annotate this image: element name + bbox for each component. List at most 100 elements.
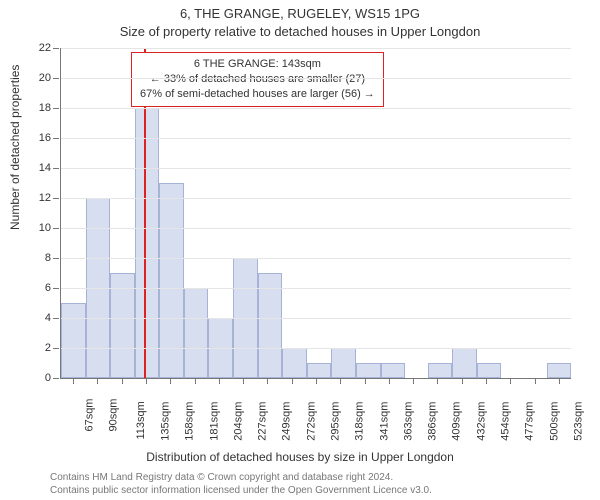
- y-tick: [53, 138, 59, 139]
- x-tick-label: 158sqm: [184, 402, 196, 441]
- y-gridline: [61, 198, 571, 199]
- callout-line-2: ← 33% of detached houses are smaller (27…: [140, 72, 375, 87]
- x-tick: [559, 378, 560, 384]
- footer-line-2: Contains public sector information licen…: [50, 485, 432, 496]
- histogram-bar: [184, 288, 209, 378]
- x-tick: [97, 378, 98, 384]
- y-tick: [53, 198, 59, 199]
- y-gridline: [61, 48, 571, 49]
- x-tick-label: 67sqm: [84, 399, 96, 432]
- x-tick-label: 249sqm: [281, 402, 293, 441]
- x-tick: [316, 378, 317, 384]
- y-tick-label: 8: [45, 252, 51, 264]
- y-tick-label: 14: [39, 162, 51, 174]
- footer-line-1: Contains HM Land Registry data © Crown c…: [50, 472, 393, 483]
- y-tick: [53, 288, 59, 289]
- x-tick: [365, 378, 366, 384]
- x-tick-label: 363sqm: [402, 402, 414, 441]
- y-tick: [53, 78, 59, 79]
- x-tick-label: 295sqm: [330, 402, 342, 441]
- x-tick: [462, 378, 463, 384]
- x-tick: [413, 378, 414, 384]
- histogram-bar: [356, 363, 381, 378]
- callout-line-3: 67% of semi-detached houses are larger (…: [140, 87, 375, 102]
- x-tick: [219, 378, 220, 384]
- histogram-bar: [331, 348, 356, 378]
- x-tick-label: 409sqm: [451, 402, 463, 441]
- x-tick-label: 227sqm: [257, 402, 269, 441]
- histogram-bar: [307, 363, 332, 378]
- x-tick: [437, 378, 438, 384]
- x-tick-label: 113sqm: [135, 401, 147, 439]
- x-tick-label: 386sqm: [427, 402, 439, 441]
- y-gridline: [61, 348, 571, 349]
- x-tick: [292, 378, 293, 384]
- y-tick-label: 20: [39, 72, 51, 84]
- x-tick-label: 204sqm: [232, 402, 244, 441]
- x-tick: [267, 378, 268, 384]
- x-axis-label: Distribution of detached houses by size …: [0, 450, 600, 464]
- x-tick: [389, 378, 390, 384]
- x-tick: [486, 378, 487, 384]
- x-tick: [510, 378, 511, 384]
- y-gridline: [61, 228, 571, 229]
- y-tick: [53, 258, 59, 259]
- x-tick-label: 90sqm: [108, 399, 120, 432]
- y-tick: [53, 108, 59, 109]
- histogram-bar: [452, 348, 477, 378]
- callout-box: 6 THE GRANGE: 143sqm ← 33% of detached h…: [131, 52, 384, 107]
- histogram-bar: [547, 363, 572, 378]
- x-tick-label: 181sqm: [208, 402, 220, 441]
- x-tick: [73, 378, 74, 384]
- x-tick: [146, 378, 147, 384]
- y-gridline: [61, 78, 571, 79]
- y-gridline: [61, 138, 571, 139]
- x-tick-label: 432sqm: [475, 402, 487, 441]
- x-tick: [170, 378, 171, 384]
- x-tick: [535, 378, 536, 384]
- y-tick: [53, 168, 59, 169]
- x-tick-label: 523sqm: [572, 402, 584, 441]
- y-tick: [53, 318, 59, 319]
- chart-title: 6, THE GRANGE, RUGELEY, WS15 1PG: [0, 6, 600, 21]
- y-tick-label: 18: [39, 102, 51, 114]
- y-gridline: [61, 258, 571, 259]
- y-tick: [53, 228, 59, 229]
- y-gridline: [61, 288, 571, 289]
- x-tick: [243, 378, 244, 384]
- y-tick-label: 22: [39, 42, 51, 54]
- histogram-bar: [477, 363, 502, 378]
- y-tick: [53, 48, 59, 49]
- x-tick-label: 477sqm: [524, 402, 536, 441]
- histogram-bar: [61, 303, 86, 378]
- y-tick-label: 12: [39, 192, 51, 204]
- callout-line-1: 6 THE GRANGE: 143sqm: [140, 57, 375, 72]
- histogram-bar: [428, 363, 453, 378]
- y-tick: [53, 348, 59, 349]
- y-tick-label: 10: [39, 222, 51, 234]
- histogram-bar: [381, 363, 406, 378]
- x-tick-label: 272sqm: [305, 402, 317, 441]
- x-tick-label: 500sqm: [548, 402, 560, 441]
- x-tick-label: 454sqm: [500, 402, 512, 441]
- plot-area: 67sqm90sqm113sqm135sqm158sqm181sqm204sqm…: [60, 48, 571, 379]
- y-tick: [53, 378, 59, 379]
- y-gridline: [61, 318, 571, 319]
- x-tick: [122, 378, 123, 384]
- x-tick: [195, 378, 196, 384]
- histogram-bar: [282, 348, 307, 378]
- chart-subtitle: Size of property relative to detached ho…: [0, 24, 600, 39]
- y-tick-label: 6: [45, 282, 51, 294]
- x-tick-label: 341sqm: [378, 402, 390, 441]
- histogram-bar: [135, 108, 160, 378]
- y-gridline: [61, 108, 571, 109]
- y-tick-label: 16: [39, 132, 51, 144]
- y-tick-label: 2: [45, 342, 51, 354]
- y-gridline: [61, 168, 571, 169]
- y-axis-label: Number of detached properties: [8, 65, 22, 230]
- y-tick-label: 4: [45, 312, 51, 324]
- y-tick-label: 0: [45, 372, 51, 384]
- x-tick: [340, 378, 341, 384]
- x-tick-label: 318sqm: [354, 402, 366, 441]
- x-tick-label: 135sqm: [160, 402, 172, 441]
